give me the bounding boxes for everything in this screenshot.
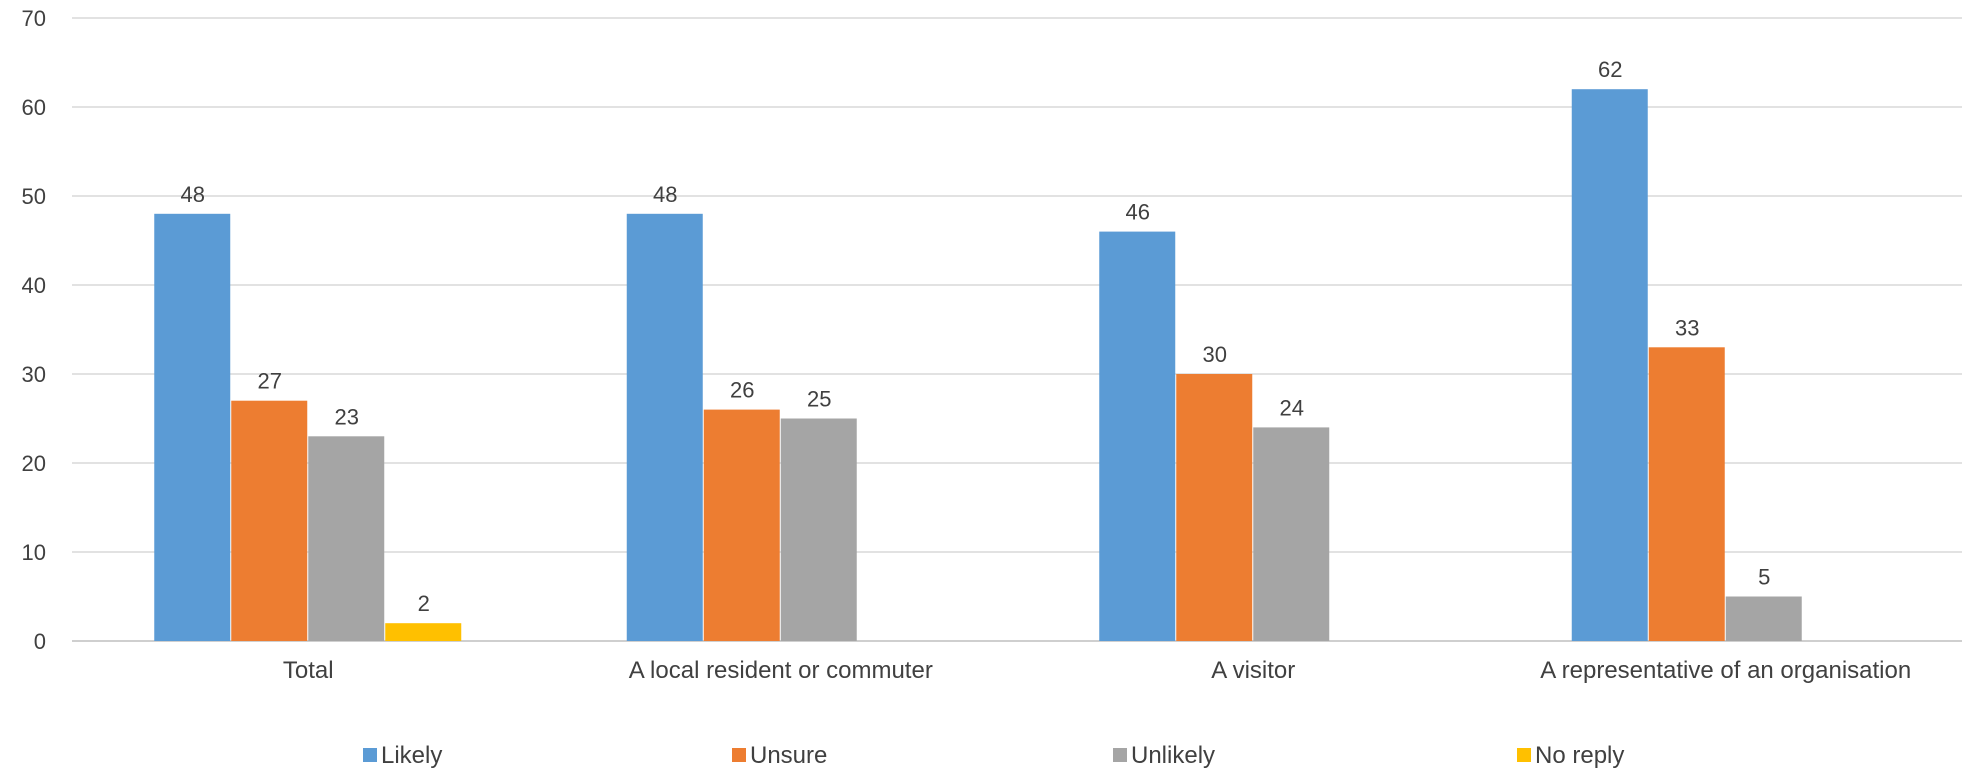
legend-label: Likely xyxy=(381,742,442,769)
data-labels: 48 27 23 2 48 26 25 46 30 24 62 33 5 xyxy=(181,57,1771,616)
legend-item-likely[interactable]: Likely xyxy=(363,742,442,769)
x-category-label: A visitor xyxy=(1211,657,1295,684)
y-tick-label: 70 xyxy=(22,6,46,31)
bar-no-reply xyxy=(385,623,462,641)
bar-likely xyxy=(626,213,703,642)
data-label: 48 xyxy=(181,182,205,207)
legend-swatch xyxy=(732,748,746,762)
y-tick-label: 60 xyxy=(22,95,46,120)
data-label: 33 xyxy=(1675,315,1699,340)
x-category-label: Total xyxy=(283,657,334,684)
y-axis-ticks: 0 10 20 30 40 50 60 70 xyxy=(22,6,46,654)
y-tick-label: 10 xyxy=(22,540,46,565)
bar-unlikely xyxy=(780,418,857,641)
data-label: 62 xyxy=(1598,57,1622,82)
x-axis-ticks: Total A local resident or commuter A visit… xyxy=(283,657,1911,684)
legend-swatch xyxy=(1517,748,1531,762)
x-category-label: A representative of an organisation xyxy=(1540,657,1911,684)
legend-item-unlikely[interactable]: Unlikely xyxy=(1113,742,1215,769)
legend-swatch xyxy=(1113,748,1127,762)
y-tick-label: 0 xyxy=(34,629,46,654)
legend-item-unsure[interactable]: Unsure xyxy=(732,742,827,769)
bars xyxy=(154,89,1802,642)
y-tick-label: 20 xyxy=(22,451,46,476)
data-label: 23 xyxy=(335,404,359,429)
gridlines xyxy=(72,17,1962,642)
bar-unsure xyxy=(1176,374,1253,641)
bar-likely xyxy=(154,213,231,642)
data-label: 30 xyxy=(1203,342,1227,367)
y-tick-label: 40 xyxy=(22,273,46,298)
data-label: 46 xyxy=(1126,200,1150,225)
legend-label: No reply xyxy=(1535,742,1624,769)
legend-label: Unlikely xyxy=(1131,742,1215,769)
data-label: 24 xyxy=(1280,395,1304,420)
data-label: 2 xyxy=(418,591,430,616)
y-tick-label: 30 xyxy=(22,362,46,387)
bar-unsure xyxy=(703,409,780,641)
bar-unlikely xyxy=(1253,427,1330,641)
data-label: 25 xyxy=(807,387,831,412)
data-label: 26 xyxy=(730,378,754,403)
bar-likely xyxy=(1571,89,1648,641)
bar-unlikely xyxy=(1725,596,1802,641)
bar-likely xyxy=(1099,231,1176,641)
bar-unlikely xyxy=(308,436,385,641)
x-category-label: A local resident or commuter xyxy=(629,657,933,684)
data-label: 48 xyxy=(653,182,677,207)
bar-unsure xyxy=(231,400,308,641)
bar-unsure xyxy=(1648,347,1725,641)
legend-swatch xyxy=(363,748,377,762)
data-label: 27 xyxy=(258,369,282,394)
legend-item-no-reply[interactable]: No reply xyxy=(1517,742,1624,769)
y-tick-label: 50 xyxy=(22,184,46,209)
data-label: 5 xyxy=(1758,565,1770,590)
legend[interactable]: Likely Unsure Unlikely No reply xyxy=(363,742,1624,769)
legend-label: Unsure xyxy=(750,742,827,769)
